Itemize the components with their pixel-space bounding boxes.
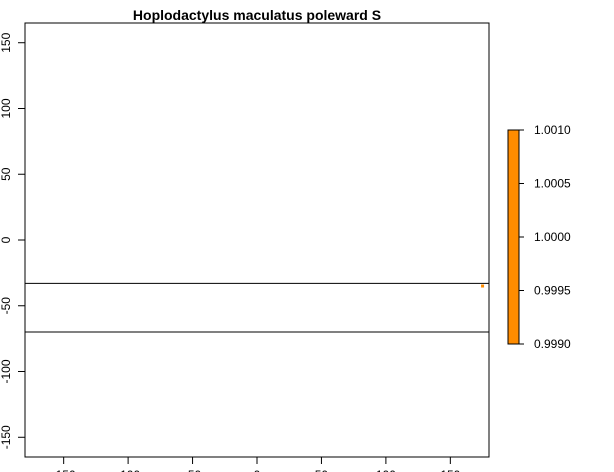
horizontal-lines [25,282,489,333]
y-tick-label: 50 [0,167,13,181]
x-tick-label: 150 [440,468,460,472]
data-point [481,284,485,288]
chart-title: Hoplodactylus maculatus poleward S [133,7,381,23]
x-tick-label: 100 [376,468,396,472]
colorbar-ticks: 1.0010 1.0005 1.0000 0.9995 0.9990 [519,123,571,351]
y-tick-label: -50 [0,297,13,315]
y-tick-label: -150 [0,425,13,449]
x-tick-label: 50 [315,468,329,472]
data-points [481,284,485,288]
colorbar-tick-label: 1.0010 [534,123,571,137]
x-axis: -150 -100 -50 0 50 100 150 [52,457,461,472]
x-tick-label: 0 [254,468,261,472]
colorbar-tick-label: 0.9995 [534,284,571,298]
x-tick-label: -50 [184,468,202,472]
colorbar-tick-label: 1.0005 [534,177,571,191]
y-axis: -150 -100 -50 0 50 100 150 [0,32,25,449]
x-tick-label: -100 [116,468,140,472]
plot-frame [24,22,490,458]
colorbar: 1.0010 1.0005 1.0000 0.9995 0.9990 [507,123,571,351]
colorbar-tick-label: 0.9990 [534,337,571,351]
y-tick-label: -100 [0,359,13,383]
y-tick-label: 150 [0,32,13,52]
y-tick-label: 100 [0,98,13,118]
y-tick-label: 0 [0,236,13,243]
colorbar-swatch [507,129,520,345]
x-tick-label: -150 [52,468,76,472]
colorbar-tick-label: 1.0000 [534,230,571,244]
